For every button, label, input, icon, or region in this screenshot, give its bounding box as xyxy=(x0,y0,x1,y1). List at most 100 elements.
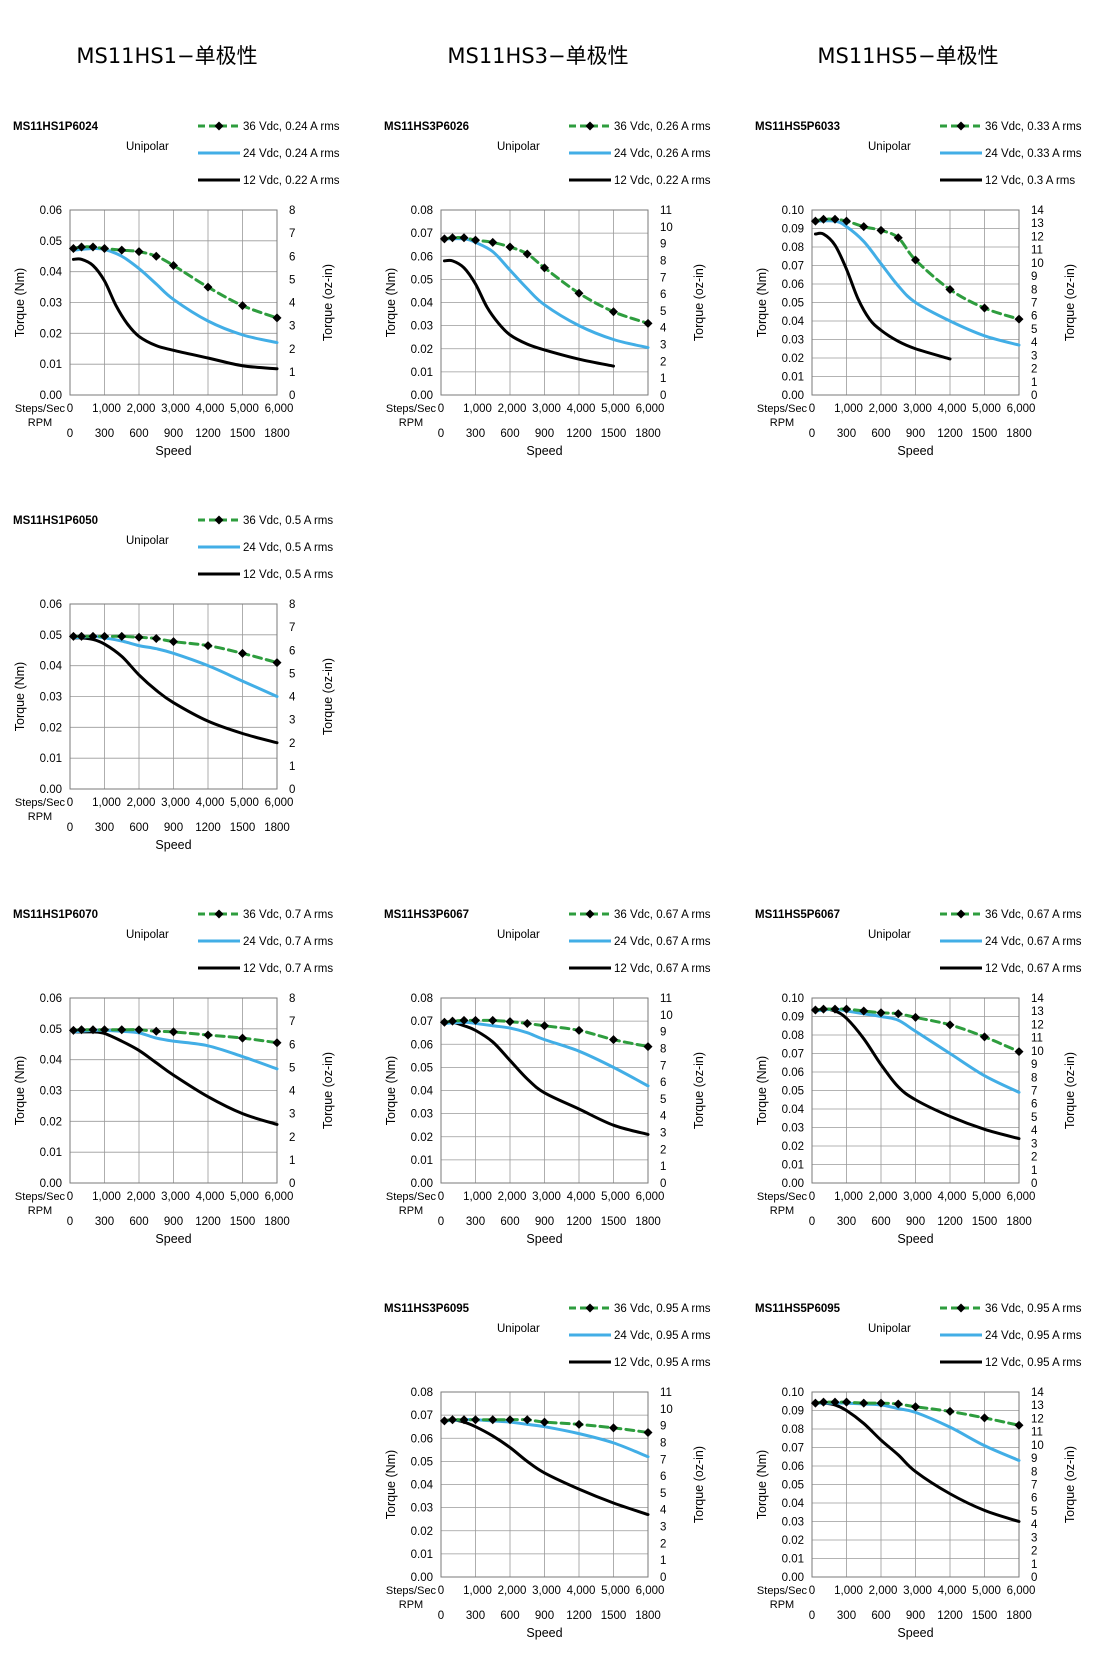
legend-marker xyxy=(956,1303,966,1313)
y2-tick-label: 2 xyxy=(1031,364,1037,376)
chart-title: MS11HS1P6050 xyxy=(13,515,98,527)
y-tick-label: 0.07 xyxy=(782,1443,804,1455)
column-title-ms11hs5: MS11HS5−单极性 xyxy=(817,44,999,68)
legend-label: 24 Vdc, 0.67 A rms xyxy=(985,936,1082,948)
data-point-36v xyxy=(574,288,584,298)
chart-title: MS11HS5P6095 xyxy=(755,1303,841,1315)
y2-tick-label: 13 xyxy=(1031,218,1044,230)
data-point-36v xyxy=(488,1415,498,1425)
data-point-36v xyxy=(459,1015,469,1025)
y2-tick-label: 5 xyxy=(660,1488,666,1500)
x-rpm-tick-label: 1200 xyxy=(195,822,221,834)
legend-label: 12 Vdc, 0.7 A rms xyxy=(243,963,333,975)
x-steps-tick-label: 3,000 xyxy=(903,403,932,415)
data-point-36v xyxy=(810,1005,820,1015)
y2-tick-label: 8 xyxy=(660,255,666,267)
data-point-36v xyxy=(151,1026,161,1036)
y-tick-label: 0.05 xyxy=(782,1480,804,1492)
y2-tick-label: 1 xyxy=(289,367,295,379)
y-tick-label: 0.03 xyxy=(782,335,804,347)
data-point-36v xyxy=(893,233,903,243)
y2-tick-label: 5 xyxy=(660,1094,666,1106)
y-tick-label: 0.03 xyxy=(411,1503,433,1515)
data-point-36v xyxy=(68,244,78,254)
data-point-36v xyxy=(810,1398,820,1408)
y2-tick-label: 8 xyxy=(1031,284,1037,296)
legend-label: 36 Vdc, 0.95 A rms xyxy=(985,1303,1082,1315)
x-steps-tick-label: 2,000 xyxy=(498,403,527,415)
y-axis-title-right: Torque (oz-in) xyxy=(321,658,335,735)
x-steps-tick-label: 2,000 xyxy=(127,1191,156,1203)
x-steps-tick-label: 0 xyxy=(438,1585,444,1597)
data-point-36v xyxy=(459,233,469,243)
y-tick-label: 0.03 xyxy=(411,1109,433,1121)
x-steps-tick-label: 1,000 xyxy=(92,403,121,415)
x-steps-tick-label: 2,000 xyxy=(498,1191,527,1203)
data-point-36v xyxy=(117,631,127,641)
y2-tick-label: 3 xyxy=(289,715,295,727)
x-steps-tick-label: 4,000 xyxy=(938,1585,967,1597)
data-point-36v xyxy=(272,658,282,668)
x-rpm-tick-label: 0 xyxy=(67,1216,73,1228)
y-tick-label: 0.01 xyxy=(411,1155,433,1167)
legend-marker xyxy=(956,121,966,131)
plot-frame xyxy=(440,997,649,1184)
data-point-36v xyxy=(609,307,618,317)
y-tick-label: 0.07 xyxy=(411,228,433,240)
y-tick-label: 0.02 xyxy=(411,344,433,356)
data-point-36v xyxy=(88,242,98,252)
data-point-36v xyxy=(609,1035,618,1045)
chart-panel-ms11hs1p6024: MS11HS1P6024 Unipolar 36 Vdc, 0.24 A rms 24… xyxy=(0,112,340,472)
y2-tick-label: 2 xyxy=(289,1132,295,1144)
y2-tick-label: 0 xyxy=(660,390,666,402)
data-point-36v xyxy=(819,1397,828,1407)
chart-title: MS11HS3P6095 xyxy=(384,1303,470,1315)
x-steps-tick-label: 1,000 xyxy=(834,1585,863,1597)
y-tick-label: 0.03 xyxy=(40,298,62,310)
chart-subtitle: Unipolar xyxy=(868,141,911,153)
legend-label: 36 Vdc, 0.95 A rms xyxy=(614,1303,711,1315)
data-point-36v xyxy=(238,648,247,658)
y2-tick-label: 4 xyxy=(660,1111,667,1123)
x-rpm-tick-label: 1200 xyxy=(566,428,592,440)
y-axis-title-left: Torque (Nm) xyxy=(755,1450,769,1519)
y2-tick-label: 2 xyxy=(1031,1152,1037,1164)
legend-label: 24 Vdc, 0.5 A rms xyxy=(243,542,333,554)
y-tick-label: 0.08 xyxy=(782,242,804,254)
x-steps-tick-label: 5,000 xyxy=(972,1191,1001,1203)
y-tick-label: 0.00 xyxy=(40,1178,62,1190)
y2-tick-label: 9 xyxy=(1031,1059,1037,1071)
plot-frame xyxy=(440,1391,649,1578)
legend-label: 12 Vdc, 0.22 A rms xyxy=(243,175,340,187)
x-steps-tick-label: 2,000 xyxy=(869,403,898,415)
y2-tick-label: 1 xyxy=(1031,1165,1037,1177)
x-steps-tick-label: 4,000 xyxy=(196,403,225,415)
data-point-36v xyxy=(151,634,161,644)
y2-tick-label: 7 xyxy=(1031,1480,1037,1492)
y-tick-label: 0.01 xyxy=(782,1160,804,1172)
y2-tick-label: 3 xyxy=(1031,1138,1037,1150)
x-steps-tick-label: 0 xyxy=(809,1191,815,1203)
y-axis-title-left: Torque (Nm) xyxy=(384,268,398,337)
y2-tick-label: 12 xyxy=(1031,1413,1044,1425)
y-axis-title-left: Torque (Nm) xyxy=(384,1450,398,1519)
y2-tick-label: 6 xyxy=(660,1471,666,1483)
x-rpm-tick-label: 1800 xyxy=(1006,1610,1032,1622)
data-point-36v xyxy=(859,1006,869,1016)
rpm-axis-label: RPM xyxy=(28,811,52,823)
y-tick-label: 0.04 xyxy=(782,1104,805,1116)
x-rpm-tick-label: 1500 xyxy=(972,428,998,440)
y2-tick-label: 3 xyxy=(660,1522,666,1534)
y2-tick-label: 6 xyxy=(1031,1493,1037,1505)
chart-svg: MS11HS1P6070 Unipolar 36 Vdc, 0.7 A rms 24 … xyxy=(13,909,335,1246)
data-point-36v xyxy=(1014,314,1024,324)
y2-tick-label: 9 xyxy=(1031,271,1037,283)
y2-tick-label: 5 xyxy=(289,668,295,680)
y-tick-label: 0.03 xyxy=(782,1123,804,1135)
data-point-36v xyxy=(238,1033,247,1043)
x-rpm-tick-label: 1800 xyxy=(635,428,661,440)
y2-tick-label: 0 xyxy=(1031,390,1037,402)
y2-tick-label: 8 xyxy=(289,205,295,217)
x-axis-title: Speed xyxy=(897,1626,933,1640)
